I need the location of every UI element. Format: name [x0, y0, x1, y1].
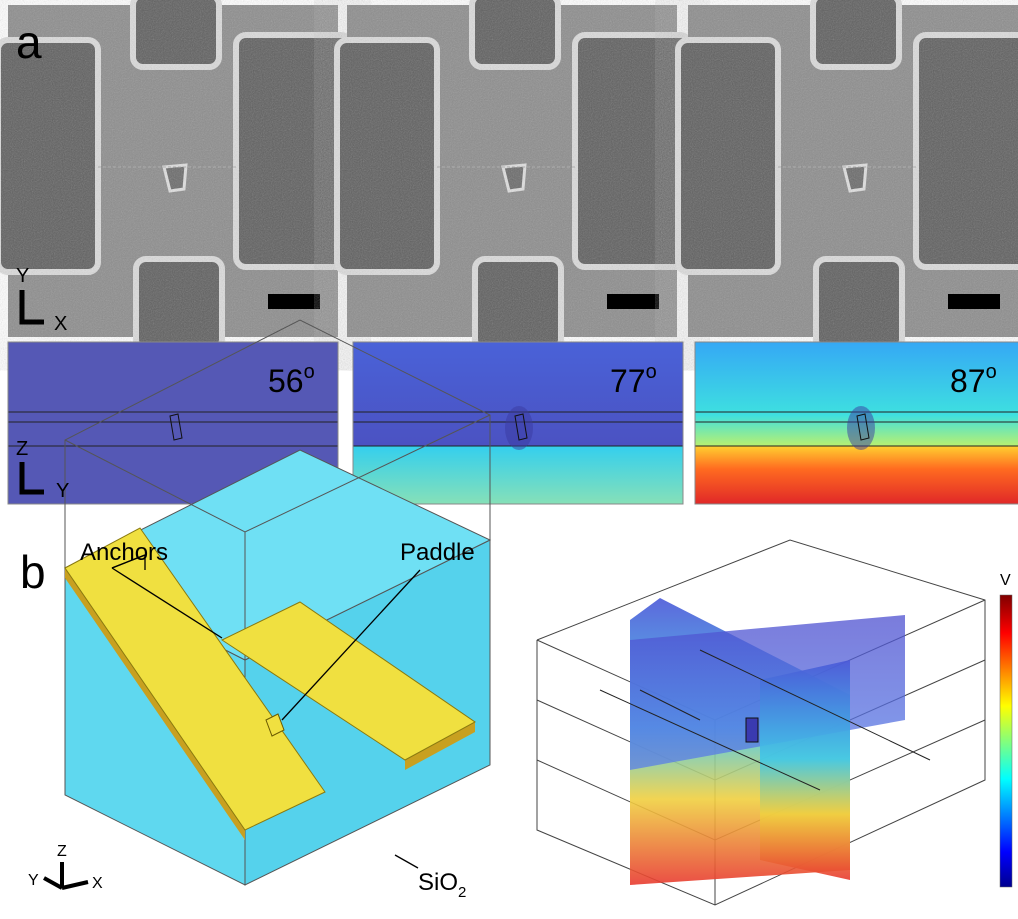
axis-label: Z [16, 438, 28, 460]
axis-label: Y [56, 480, 69, 502]
panel-border [694, 341, 1018, 505]
sim-panel [694, 341, 1018, 505]
annotation-leaders [111, 554, 421, 869]
wireframe [536, 539, 986, 906]
noise [347, 5, 677, 337]
panel-border [7, 341, 339, 505]
wireframe [599, 689, 821, 791]
annotation: Paddle [400, 539, 475, 566]
panel-b-drawings [63, 319, 986, 906]
angle-label: 77o [610, 361, 657, 399]
axis-icon [43, 862, 89, 890]
leader [111, 554, 146, 569]
paddle-3d [265, 713, 285, 737]
field-bottom [353, 446, 683, 504]
wireframe [639, 689, 701, 721]
anchor-left [64, 527, 326, 831]
scale-bar [948, 294, 1000, 309]
anchor-left-side [65, 568, 245, 840]
wireframe [64, 319, 491, 568]
annotation: SiO2 [418, 869, 466, 901]
leader [281, 569, 421, 721]
colorbar-label: V [1000, 572, 1011, 589]
anchor-right-side [405, 722, 475, 770]
b-axes [43, 862, 89, 890]
sem-axes: Y X [16, 265, 67, 335]
axis-label: Z [57, 843, 67, 860]
noise [688, 5, 1018, 337]
colorbar [999, 594, 1013, 888]
scale-bar [607, 294, 659, 309]
panel-border [352, 341, 684, 505]
sim-panel [352, 341, 684, 505]
field-plane [760, 660, 850, 880]
simulation-panels [7, 341, 1018, 505]
paddle-3d [745, 717, 759, 743]
axis-icon [19, 462, 44, 495]
paddle-outline [169, 413, 183, 441]
field-bottom [695, 446, 1018, 504]
annotation: Anchors [80, 539, 168, 566]
sem-image [0, 0, 354, 352]
axis-label: X [54, 313, 67, 335]
leader [111, 567, 223, 639]
sim-panel [7, 341, 339, 505]
angle-label: 56o [268, 361, 315, 399]
noise [8, 5, 338, 337]
leader [394, 854, 419, 869]
anchor-right [220, 601, 476, 761]
field-top [8, 342, 338, 446]
axis-icon [19, 290, 44, 325]
axis-label: Y [16, 265, 29, 287]
paddle-shadow [847, 406, 875, 450]
scale-bar [268, 294, 320, 309]
panel-label: a [16, 16, 42, 68]
angle-label: 87o [950, 361, 997, 399]
paddle-shadow [505, 406, 533, 450]
sem-images [0, 0, 1018, 352]
axis-label: Y [28, 872, 39, 889]
axis-label: X [92, 875, 103, 892]
wireframe [699, 649, 931, 761]
paddle-outline [856, 413, 870, 441]
sem-image [334, 0, 693, 352]
paddle-outline [514, 413, 528, 441]
sim-axes: Z Y [16, 438, 69, 502]
sem-image [675, 0, 1018, 352]
panel-label: b [20, 546, 46, 598]
